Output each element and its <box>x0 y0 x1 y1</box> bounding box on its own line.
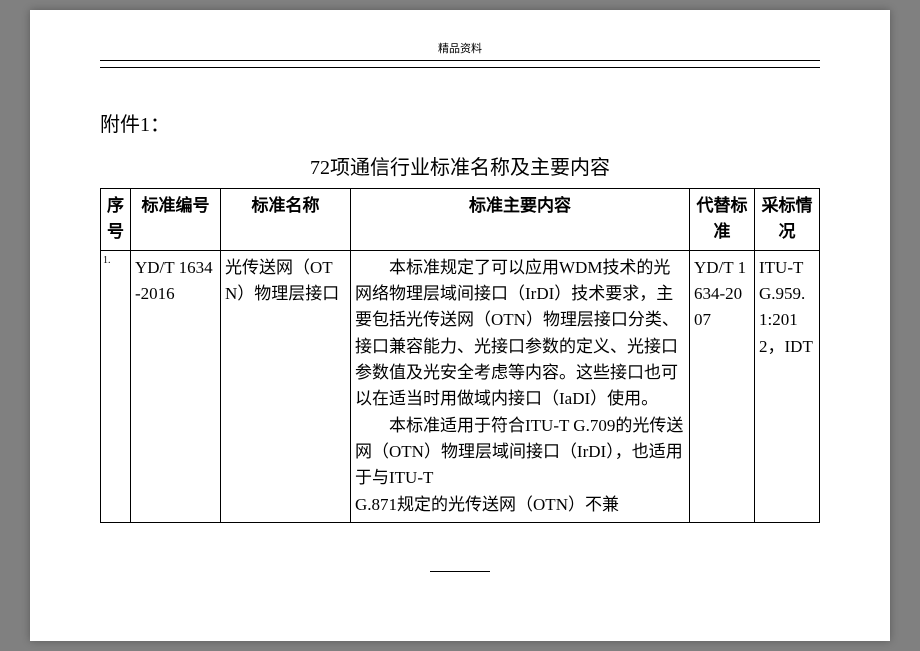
cell-content: 本标准规定了可以应用WDM技术的光网络物理层域间接口（IrDI）技术要求，主要包… <box>351 250 690 522</box>
cell-seq: 1. <box>101 250 131 522</box>
header-divider <box>100 67 820 68</box>
content-para-3: G.871规定的光传送网（OTN）不兼 <box>355 492 685 518</box>
footer-dash <box>430 557 490 572</box>
document-page: 精品资料 附件1： 72项通信行业标准名称及主要内容 序号 标准编号 标准名称 … <box>30 10 890 641</box>
content-para-2: 本标准适用于符合ITU-T G.709的光传送网（OTN）物理层域间接口（IrD… <box>355 413 685 492</box>
cell-code: YD/T 1634-2016 <box>131 250 221 522</box>
col-header-code: 标准编号 <box>131 189 221 251</box>
standards-table: 序号 标准编号 标准名称 标准主要内容 代替标准 采标情况 1. YD/T 16… <box>100 188 820 523</box>
document-title: 72项通信行业标准名称及主要内容 <box>100 151 820 180</box>
page-footer <box>100 553 820 571</box>
attachment-label: 附件1： <box>100 108 820 137</box>
col-header-content: 标准主要内容 <box>351 189 690 251</box>
col-header-seq: 序号 <box>101 189 131 251</box>
cell-name: 光传送网（OTN）物理层接口 <box>221 250 351 522</box>
page-header-label: 精品资料 <box>100 40 820 61</box>
col-header-replace: 代替标准 <box>690 189 755 251</box>
cell-adopt: ITU-T G.959.1:2012，IDT <box>755 250 820 522</box>
col-header-name: 标准名称 <box>221 189 351 251</box>
table-header-row: 序号 标准编号 标准名称 标准主要内容 代替标准 采标情况 <box>101 189 820 251</box>
content-para-1: 本标准规定了可以应用WDM技术的光网络物理层域间接口（IrDI）技术要求，主要包… <box>355 255 685 413</box>
cell-replace: YD/T 1634-2007 <box>690 250 755 522</box>
table-row: 1. YD/T 1634-2016 光传送网（OTN）物理层接口 本标准规定了可… <box>101 250 820 522</box>
col-header-adopt: 采标情况 <box>755 189 820 251</box>
